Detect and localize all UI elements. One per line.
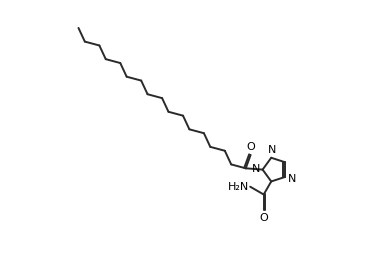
Text: O: O bbox=[259, 213, 268, 223]
Text: H₂N: H₂N bbox=[228, 182, 249, 192]
Text: N: N bbox=[288, 174, 296, 184]
Text: N: N bbox=[252, 164, 260, 174]
Text: N: N bbox=[268, 145, 276, 155]
Text: O: O bbox=[246, 142, 255, 152]
